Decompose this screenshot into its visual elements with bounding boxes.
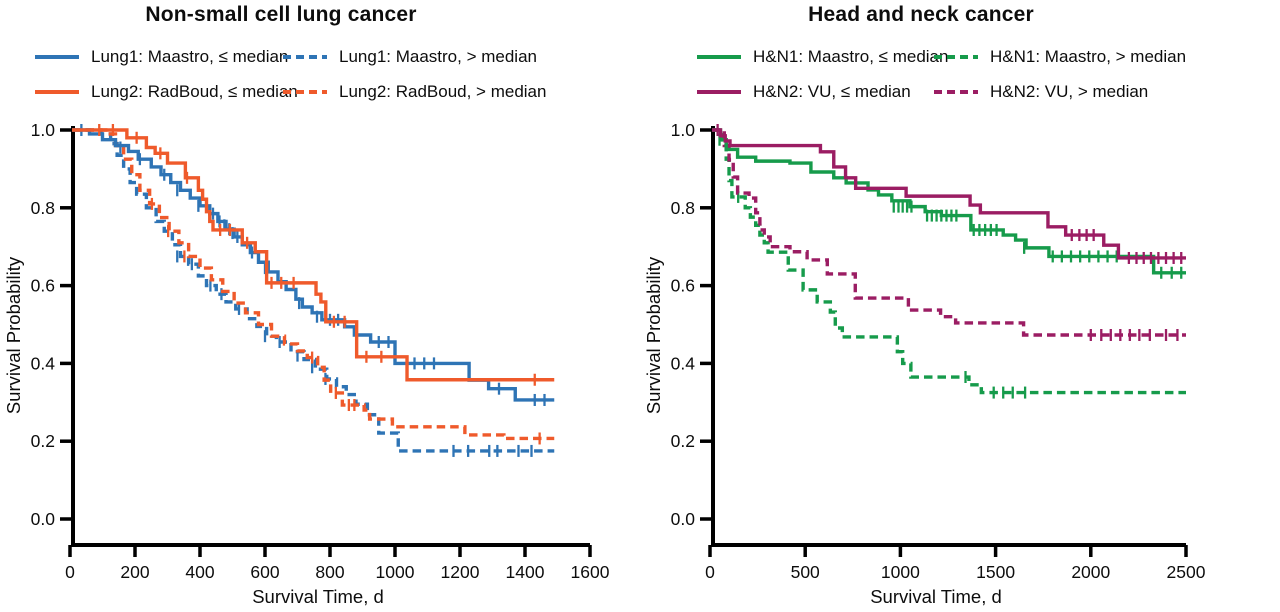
legend-solid-line-swatch	[697, 90, 741, 94]
legend-solid-line-swatch	[697, 55, 741, 59]
legend-entry: H&N1: Maastro, ≤ median	[697, 47, 948, 67]
survival-plot-nsclc: 0.0 0.2 0.4 0.6 0.8 1.0 0 200 400 600 800 1000 1200 1…	[3, 120, 610, 607]
legend-dashed-line-swatch	[283, 90, 327, 94]
x-tick-label: 0	[65, 562, 75, 582]
km-curve-solid-1	[712, 128, 1186, 260]
y-axis-title: Survival Probability	[3, 256, 24, 414]
y-tick-label: 0.2	[671, 431, 695, 451]
km-curve-dashed-3	[712, 128, 1186, 337]
legend-label: Lung2: RadBoud, ≤ median	[91, 82, 298, 101]
legend-label: H&N1: Maastro, > median	[990, 47, 1187, 66]
km-curve-dashed-3	[72, 128, 555, 441]
x-tick-label: 800	[315, 562, 344, 582]
x-tick-label: 1600	[571, 562, 610, 582]
x-tick-label: 1000	[881, 562, 920, 582]
x-tick-label: 0	[705, 562, 715, 582]
legend-solid-line-swatch	[35, 90, 79, 94]
legend-entry: Lung2: RadBoud, > median	[283, 82, 546, 102]
legend-dashed-line-swatch	[934, 55, 978, 59]
chart-title-nsclc: Non-small cell lung cancer	[145, 3, 417, 26]
legend-label: H&N2: VU, ≤ median	[753, 82, 911, 101]
y-tick-label: 0.4	[31, 353, 56, 373]
x-axis-title: Survival Time, d	[252, 586, 384, 607]
legend-label: H&N2: VU, > median	[990, 82, 1149, 101]
legend-entry: H&N1: Maastro, > median	[934, 47, 1186, 67]
legend-nsclc: Lung1: Maastro, ≤ median Lung1: Maastro, …	[35, 47, 546, 102]
x-tick-label: 1200	[441, 562, 480, 582]
y-axis-title: Survival Probability	[643, 256, 664, 414]
x-tick-label: 2000	[1071, 562, 1110, 582]
y-tick-label: 0.4	[671, 353, 696, 373]
x-tick-label: 2500	[1167, 562, 1206, 582]
x-tick-label: 400	[185, 562, 214, 582]
legend-dashed-line-swatch	[934, 90, 978, 94]
chart-title-head-neck: Head and neck cancer	[808, 3, 1034, 26]
y-tick-label: 1.0	[31, 120, 56, 140]
x-axis-title: Survival Time, d	[870, 586, 1002, 607]
km-curve-solid-1	[72, 128, 555, 382]
y-tick-label: 0.6	[671, 276, 695, 296]
legend-label: H&N1: Maastro, ≤ median	[753, 47, 949, 66]
legend-label: Lung2: RadBoud, > median	[339, 82, 547, 101]
y-tick-label: 1.0	[671, 120, 696, 140]
legend-label: Lung1: Maastro, ≤ median	[91, 47, 289, 66]
legend-entry: H&N2: VU, ≤ median	[697, 82, 934, 102]
survival-plot-head-neck: 0.0 0.2 0.4 0.6 0.8 1.0 0 500 1000 1500 2000 2500 Su…	[643, 120, 1206, 607]
x-tick-label: 500	[791, 562, 820, 582]
legend-entry: Lung1: Maastro, > median	[283, 47, 546, 67]
km-curve-dashed-2	[72, 128, 555, 453]
legend-entry: H&N2: VU, > median	[934, 82, 1186, 102]
y-tick-label: 0.0	[671, 509, 696, 529]
legend-dashed-line-swatch	[283, 55, 327, 59]
legend-entry: Lung1: Maastro, ≤ median	[35, 47, 288, 67]
x-tick-label: 1500	[976, 562, 1015, 582]
y-tick-label: 0.8	[671, 198, 695, 218]
legend-solid-line-swatch	[35, 55, 79, 59]
legend-entry: Lung2: RadBoud, ≤ median	[35, 82, 298, 102]
x-tick-label: 200	[120, 562, 149, 582]
x-tick-label: 1000	[376, 562, 415, 582]
y-tick-label: 0.8	[31, 198, 55, 218]
y-tick-label: 0.2	[31, 431, 55, 451]
x-tick-label: 600	[250, 562, 279, 582]
y-tick-label: 0.6	[31, 276, 55, 296]
x-tick-label: 1400	[506, 562, 545, 582]
legend-head-neck: H&N1: Maastro, ≤ median H&N1: Maastro, > …	[697, 47, 1186, 102]
km-curve-dashed-2	[712, 128, 1186, 395]
panel-nsclc: 0.0 0.2 0.4 0.6 0.8 1.0 0 200 400 600 800 1000 1200 1…	[3, 3, 610, 607]
legend-label: Lung1: Maastro, > median	[339, 47, 537, 66]
panel-head-neck: 0.0 0.2 0.4 0.6 0.8 1.0 0 500 1000 1500 2000 2500 Su…	[640, 0, 1280, 612]
km-curve-solid-0	[712, 128, 1186, 275]
y-tick-label: 0.0	[31, 509, 56, 529]
